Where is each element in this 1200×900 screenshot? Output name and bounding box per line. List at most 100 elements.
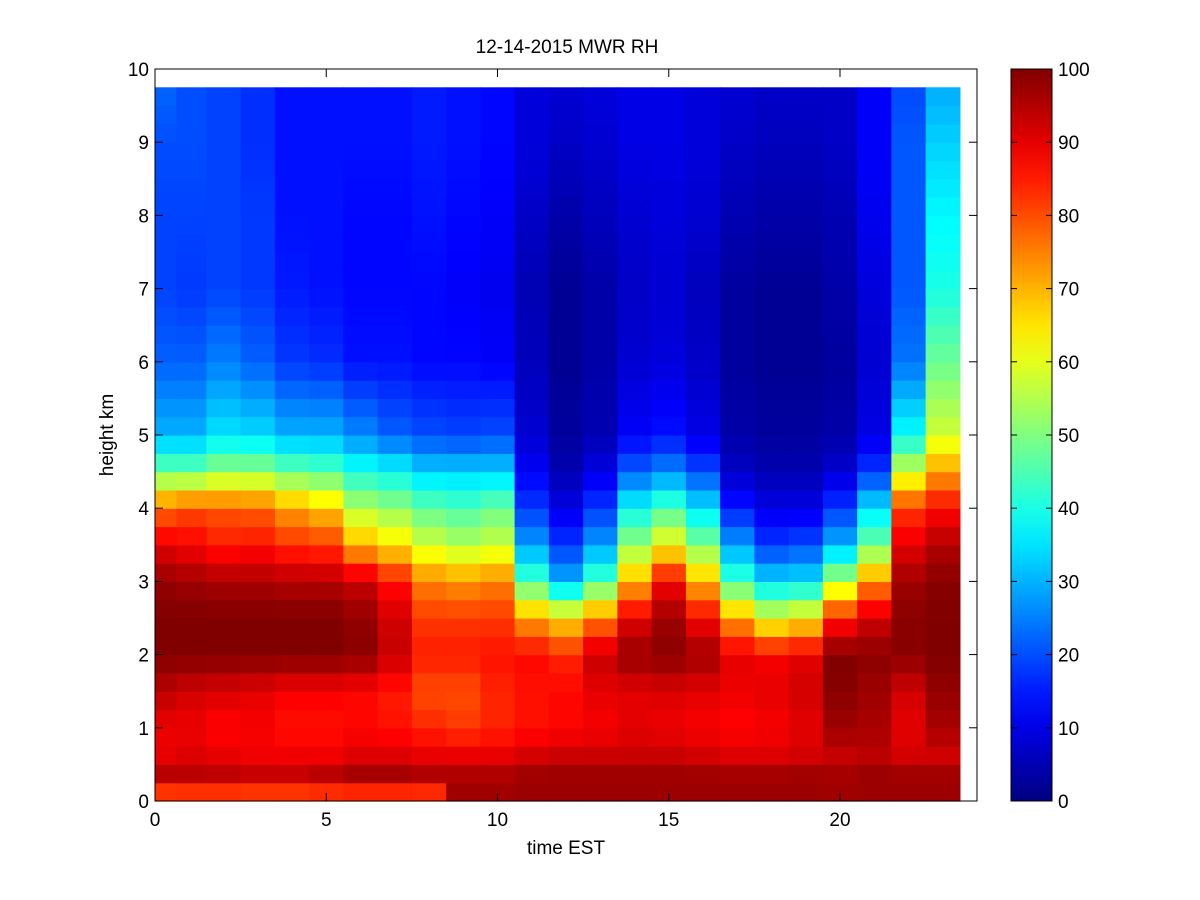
heatmap-cell <box>720 252 755 271</box>
heatmap-cell <box>274 343 310 363</box>
heatmap-cell <box>548 453 584 473</box>
heatmap-cell <box>857 599 892 619</box>
heatmap-cell <box>685 489 721 509</box>
heatmap-cell <box>480 325 516 345</box>
heatmap-cell <box>514 325 550 345</box>
heatmap-cell <box>822 746 858 765</box>
heatmap-cell <box>446 123 481 143</box>
heatmap-cell <box>206 471 242 491</box>
heatmap-cell <box>857 361 892 381</box>
heatmap-cell <box>377 343 413 363</box>
heatmap-cell <box>176 416 207 436</box>
heatmap-cell <box>155 471 178 491</box>
heatmap-cell <box>617 672 653 692</box>
heatmap-cell <box>788 288 824 308</box>
heatmap-cell <box>754 215 790 235</box>
heatmap-cell <box>309 233 344 253</box>
heatmap-cell <box>446 782 481 802</box>
heatmap-cell <box>514 489 550 509</box>
heatmap-cell <box>857 618 892 637</box>
heatmap-cell <box>617 105 653 125</box>
heatmap-cell <box>857 380 892 399</box>
y-tick-label: 9 <box>138 133 149 154</box>
heatmap-cell <box>925 727 961 747</box>
heatmap-cell <box>155 87 178 107</box>
heatmap-cell <box>822 764 858 784</box>
heatmap-cell <box>446 435 481 454</box>
heatmap-cell <box>206 252 242 271</box>
heatmap-cell <box>206 197 242 216</box>
heatmap-cell <box>925 306 961 326</box>
heatmap-cell <box>583 197 618 216</box>
heatmap-cell <box>583 252 618 271</box>
heatmap-cell <box>651 618 687 637</box>
heatmap-cell <box>891 599 927 619</box>
heatmap-cell <box>309 178 344 198</box>
heatmap-cell <box>411 123 447 143</box>
heatmap-cell <box>514 288 550 308</box>
heatmap-cell <box>651 123 687 143</box>
heatmap-cell <box>617 288 653 308</box>
heatmap-cell <box>155 581 178 601</box>
heatmap-cell <box>754 764 790 784</box>
heatmap-cell <box>720 453 755 473</box>
heatmap-cell <box>514 764 550 784</box>
heatmap-cell <box>309 306 344 326</box>
heatmap-cell <box>617 654 653 674</box>
heatmap-cell <box>480 599 516 619</box>
heatmap-cell <box>891 654 927 674</box>
heatmap-cell <box>377 599 413 619</box>
heatmap-cell <box>651 526 687 546</box>
heatmap-cell <box>176 306 207 326</box>
heatmap-cell <box>583 563 618 582</box>
heatmap-cell <box>548 252 584 271</box>
heatmap-cell <box>788 306 824 326</box>
heatmap-cell <box>754 508 790 528</box>
heatmap-cell <box>480 563 516 582</box>
heatmap-cell <box>685 416 721 436</box>
heatmap-cell <box>446 563 481 582</box>
heatmap-cell <box>206 764 242 784</box>
heatmap-cell <box>754 471 790 491</box>
heatmap-cell <box>240 782 276 802</box>
heatmap-cell <box>548 160 584 180</box>
heatmap-cell <box>925 416 961 436</box>
heatmap-cell <box>891 508 927 528</box>
heatmap-cell <box>857 782 892 802</box>
heatmap-cell <box>155 142 178 162</box>
heatmap-cell <box>240 215 276 235</box>
heatmap-cell <box>514 197 550 216</box>
heatmap-cell <box>857 233 892 253</box>
heatmap-cell <box>206 618 242 637</box>
heatmap-cell <box>176 727 207 747</box>
heatmap-cell <box>548 746 584 765</box>
heatmap-cell <box>685 782 721 802</box>
heatmap-cell <box>514 105 550 125</box>
heatmap-cell <box>857 270 892 290</box>
heatmap-cell <box>857 87 892 107</box>
heatmap-cell <box>206 123 242 143</box>
heatmap-cell <box>857 489 892 509</box>
heatmap-cell <box>891 233 927 253</box>
heatmap-cell <box>891 270 927 290</box>
y-tick-label: 7 <box>138 280 149 301</box>
heatmap-cell <box>891 160 927 180</box>
heatmap-cell <box>651 233 687 253</box>
heatmap-cell <box>720 508 755 528</box>
heatmap-cell <box>925 215 961 235</box>
heatmap-cell <box>176 178 207 198</box>
heatmap-cell <box>206 581 242 601</box>
heatmap-cell <box>617 764 653 784</box>
heatmap-cell <box>240 618 276 637</box>
heatmap-cell <box>548 489 584 509</box>
heatmap-cell <box>309 599 344 619</box>
heatmap-cell <box>583 654 618 674</box>
heatmap-cell <box>822 672 858 692</box>
heatmap-cell <box>240 727 276 747</box>
heatmap-cell <box>857 563 892 582</box>
heatmap-cell <box>377 325 413 345</box>
heatmap-cell <box>240 489 276 509</box>
heatmap-cell <box>548 508 584 528</box>
heatmap-cell <box>176 746 207 765</box>
heatmap-cell <box>377 526 413 546</box>
